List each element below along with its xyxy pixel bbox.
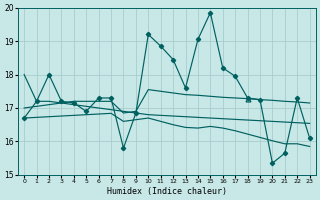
X-axis label: Humidex (Indice chaleur): Humidex (Indice chaleur) — [107, 187, 227, 196]
